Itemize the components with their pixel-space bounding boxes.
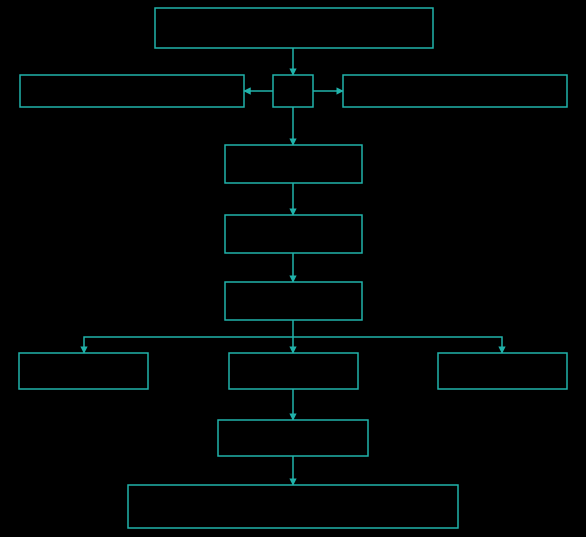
node-n7 [225,282,362,320]
node-n6 [225,215,362,253]
node-n9 [229,353,358,389]
node-n10 [438,353,567,389]
node-n4 [343,75,567,107]
node-n3 [273,75,313,107]
node-n2 [20,75,244,107]
node-n1 [155,8,433,48]
node-n8 [19,353,148,389]
node-n5 [225,145,362,183]
node-n11 [218,420,368,456]
flowchart-canvas [0,0,586,537]
node-n12 [128,485,458,528]
